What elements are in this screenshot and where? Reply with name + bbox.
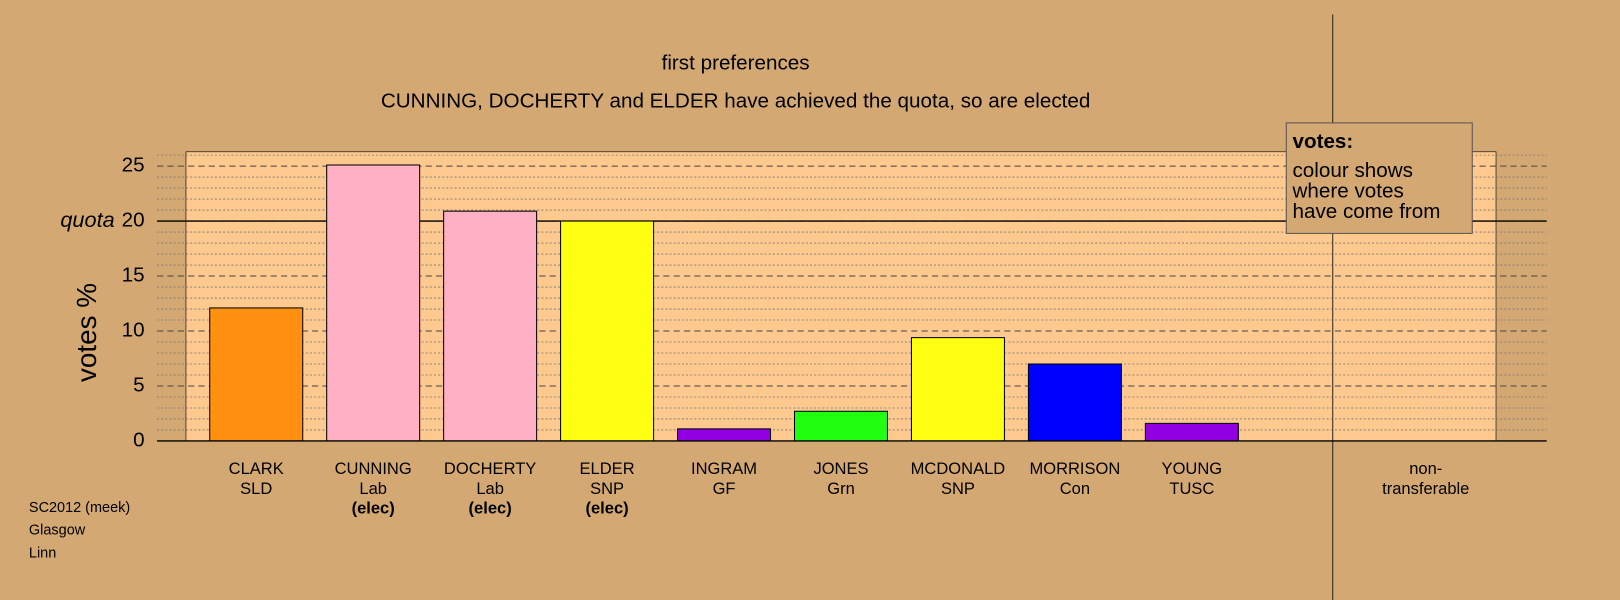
x-tick-label: non-: [1409, 459, 1442, 478]
bar: [910, 337, 1005, 442]
y-axis-label: votes %: [71, 283, 102, 382]
party-label: Con: [1060, 479, 1090, 498]
legend-box: [1285, 122, 1473, 234]
bar: [677, 428, 772, 442]
legend-text: where votes: [1291, 180, 1403, 203]
party-label: SNP: [941, 479, 975, 498]
party-label: SLD: [240, 479, 272, 498]
bar: [560, 220, 655, 442]
party-label: GF: [713, 479, 736, 498]
y-tick-label: 10: [122, 318, 145, 341]
legend-text: have come from: [1292, 200, 1440, 223]
y-tick-label: 15: [122, 264, 145, 287]
y-tick-label: 25: [122, 154, 145, 177]
legend-text: colour shows: [1292, 159, 1412, 182]
status-label: (elec): [469, 498, 512, 517]
bar: [1027, 363, 1122, 442]
party-label: Lab: [476, 479, 504, 498]
x-tick-label: MCDONALD: [911, 459, 1006, 478]
footer-text: Glasgow: [29, 523, 86, 539]
bar: [443, 210, 538, 442]
footer-text: Linn: [29, 545, 56, 561]
x-tick-label: CLARK: [229, 459, 284, 478]
legend-title: votes:: [1292, 130, 1353, 153]
x-tick-label: CUNNING: [335, 459, 412, 478]
quota-label: quota: [60, 207, 114, 232]
bar: [326, 164, 421, 442]
bar: [209, 307, 304, 442]
status-label: (elec): [352, 498, 395, 517]
x-tick-label: INGRAM: [691, 459, 757, 478]
x-tick-label: DOCHERTY: [444, 459, 536, 478]
party-label: SNP: [590, 479, 624, 498]
y-tick-label: 0: [133, 428, 144, 451]
party-label: Grn: [827, 479, 855, 498]
x-tick-label: JONES: [813, 459, 868, 478]
x-tick-label: ELDER: [580, 459, 635, 478]
party-label: Lab: [359, 479, 387, 498]
bar: [793, 410, 889, 442]
chart-subtitle: CUNNING, DOCHERTY and ELDER have achieve…: [381, 90, 1091, 113]
y-tick-label: 20: [122, 209, 145, 232]
footer-text: SC2012 (meek): [29, 500, 130, 516]
x-tick-label: transferable: [1382, 479, 1469, 498]
bar: [1144, 422, 1239, 442]
x-tick-label: MORRISON: [1029, 459, 1120, 478]
party-label: TUSC: [1169, 479, 1214, 498]
status-label: (elec): [586, 498, 629, 517]
x-tick-label: YOUNG: [1162, 459, 1223, 478]
y-tick-label: 5: [133, 373, 144, 396]
chart-title: first preferences: [662, 51, 810, 74]
